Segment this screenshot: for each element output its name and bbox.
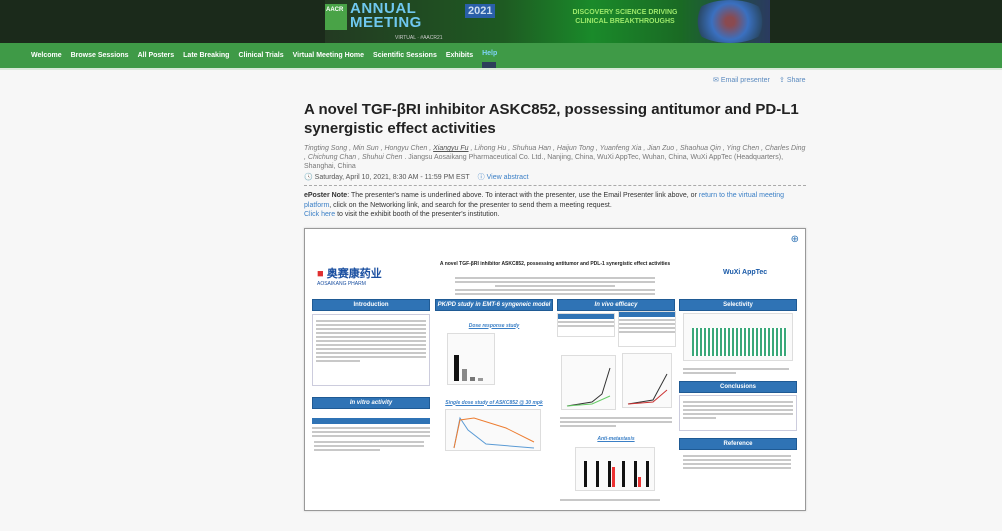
section-pkpd: PK/PD study in EMT-6 syngeneic model	[435, 298, 553, 311]
page-title: A novel TGF-βRI inhibitor ASKC852, posse…	[304, 101, 799, 137]
eposter-note: ePoster Note: The presenter's name is un…	[304, 192, 785, 218]
banner-event: ANNUAL MEETING	[350, 0, 422, 31]
active-indicator	[482, 62, 497, 68]
share-button[interactable]: ⇪ Share	[779, 77, 806, 84]
conference-banner: AACR ANNUAL MEETING 2021 VIRTUAL · #AACR2…	[0, 0, 1002, 43]
banner-tagline: DISCOVERY SCIENCE DRIVING CLINICAL BREAK…	[572, 9, 678, 25]
banner-graphic	[690, 0, 770, 43]
nav-welcome[interactable]: Welcome	[31, 52, 62, 59]
nav-clinical-trials[interactable]: Clinical Trials	[238, 52, 284, 59]
selectivity-chart	[683, 312, 793, 361]
zoom-in-icon[interactable]: ⊕	[790, 233, 799, 245]
section-in-vivo: In vivo efficacy	[557, 298, 675, 311]
clock-icon: 🕓	[304, 174, 313, 181]
banner-subtitle: VIRTUAL · #AACR21	[395, 35, 443, 41]
assay-table	[312, 425, 430, 439]
dose-response-chart	[447, 332, 495, 385]
anti-metastasis-title: Anti-metastasis	[597, 435, 635, 442]
aacr-logo: AACR	[325, 4, 347, 30]
conclusions-text	[679, 394, 797, 431]
poster-detail: A novel TGF-βRI inhibitor ASKC852, posse…	[304, 100, 809, 511]
assay-table-header	[312, 417, 430, 424]
intro-text	[312, 313, 430, 386]
section-reference: Reference	[679, 437, 797, 450]
poster-title: A novel TGF-βRI inhibitor ASKC852, posse…	[439, 260, 671, 267]
envelope-icon: ✉	[713, 77, 719, 84]
session-datetime: 🕓 Saturday, April 10, 2021, 8:30 AM - 11…	[304, 174, 529, 181]
single-dose-title: Single dose study of ASKC852 @ 30 mpk	[445, 399, 543, 406]
virtual-platform-link[interactable]: return to the virtual meeting platform	[304, 192, 785, 209]
authors: Tingting Song , Min Sun , Hongyu Chen , …	[304, 145, 806, 170]
section-introduction: Introduction	[312, 298, 430, 311]
nav-virtual-meeting-home[interactable]: Virtual Meeting Home	[292, 52, 365, 59]
section-conclusions: Conclusions	[679, 380, 797, 393]
nav-all-posters[interactable]: All Posters	[137, 52, 175, 59]
anti-metastasis-chart	[575, 446, 655, 491]
emt6-table	[618, 310, 676, 347]
ct26-table	[557, 312, 615, 337]
dose-response-title: Dose response study	[468, 322, 520, 329]
email-presenter-button[interactable]: ✉ Email presenter	[713, 77, 770, 84]
section-in-vitro: In vitro activity	[312, 396, 430, 409]
ct26-growth-chart	[561, 354, 616, 410]
click-here-link[interactable]: Click here	[304, 211, 336, 218]
reference-list	[683, 453, 791, 471]
single-dose-chart	[445, 408, 541, 451]
banner-year: 2021	[465, 4, 496, 18]
info-icon: ⓘ	[477, 174, 485, 181]
nav-scientific-sessions[interactable]: Scientific Sessions	[373, 52, 437, 59]
wuxi-logo: WuXi AppTec	[723, 268, 768, 276]
nav-help[interactable]: Help	[482, 50, 497, 68]
presenter-name: Xiangyu Fu	[433, 145, 469, 152]
section-selectivity: Selectivity	[679, 298, 797, 311]
divider	[304, 185, 806, 186]
share-icon: ⇪	[779, 77, 785, 84]
main-nav: Welcome Browse Sessions All Posters Late…	[0, 43, 1002, 70]
view-abstract-link[interactable]: ⓘ View abstract	[477, 174, 529, 181]
nav-exhibits[interactable]: Exhibits	[445, 52, 474, 59]
eposter-image[interactable]: ⊕ ■ 奥赛康药业 AOSAIKANG PHARM A novel TGF-βR…	[304, 227, 806, 511]
emt6-growth-chart	[622, 352, 672, 408]
nav-browse-sessions[interactable]: Browse Sessions	[70, 52, 129, 59]
nav-late-breaking[interactable]: Late Breaking	[183, 52, 230, 59]
aosaikang-logo: ■ 奥赛康药业 AOSAIKANG PHARM	[317, 267, 382, 287]
